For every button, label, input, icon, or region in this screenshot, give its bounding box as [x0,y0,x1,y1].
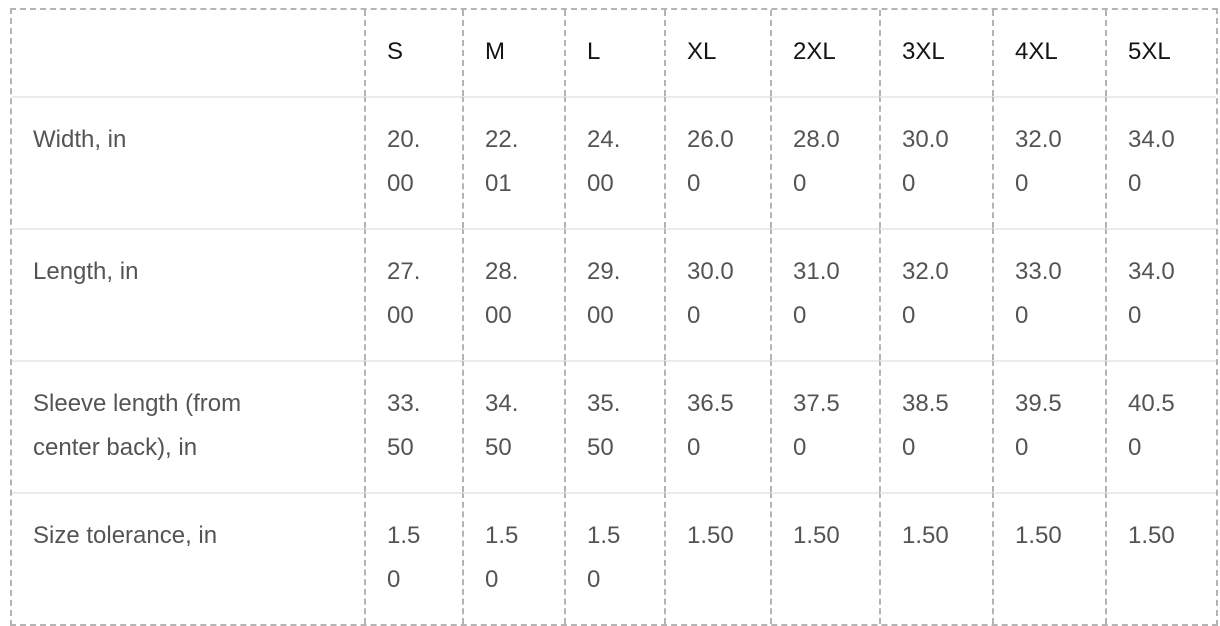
table-row-width: Width, in 20.00 22.01 24.00 26.00 28.00 … [12,96,1216,228]
size-value-cell: 1.50 [564,492,664,624]
size-value: 32.00 [902,258,949,329]
column-header-label: S [387,38,404,65]
column-header-label: 4XL [1015,38,1058,65]
size-value: 1.50 [587,522,621,593]
size-value: 1.50 [1128,522,1175,549]
size-value: 28.00 [793,126,840,197]
size-value: 30.00 [902,126,949,197]
size-value: 20.00 [387,126,421,197]
size-value: 39.50 [1015,390,1062,461]
row-label-cell: Sleeve length (from center back), in [12,360,364,492]
size-value-cell: 20.00 [364,96,462,228]
column-header-xl: XL [664,10,770,96]
size-value-cell: 40.50 [1105,360,1216,492]
size-value-cell: 1.50 [879,492,992,624]
size-value: 36.50 [687,390,734,461]
size-value-cell: 35.50 [564,360,664,492]
size-value-cell: 34.00 [1105,96,1216,228]
size-value: 1.50 [902,522,949,549]
column-header-label: M [485,38,505,65]
column-header-label: XL [687,38,717,65]
column-header-4xl: 4XL [992,10,1105,96]
size-value: 22.01 [485,126,519,197]
size-value-cell: 32.00 [879,228,992,360]
size-value: 30.00 [687,258,734,329]
column-header-label: 5XL [1128,38,1171,65]
column-header-label: 2XL [793,38,836,65]
table-row-sleeve-length: Sleeve length (from center back), in 33.… [12,360,1216,492]
size-value: 34.00 [1128,126,1175,197]
column-header-5xl: 5XL [1105,10,1216,96]
size-value: 1.50 [1015,522,1062,549]
size-value-cell: 31.00 [770,228,879,360]
size-value: 32.00 [1015,126,1062,197]
size-value-cell: 32.00 [992,96,1105,228]
size-value-cell: 1.50 [770,492,879,624]
size-value-cell: 26.00 [664,96,770,228]
size-value-cell: 33.00 [992,228,1105,360]
row-label: Width, in [33,126,127,153]
header-row: S M L XL 2XL 3XL 4XL 5XL [12,10,1216,96]
size-value-cell: 34.50 [462,360,564,492]
column-header-m: M [462,10,564,96]
size-value-cell: 34.00 [1105,228,1216,360]
row-label: Length, in [33,258,139,285]
size-value: 34.50 [485,390,519,461]
size-value-cell: 30.00 [664,228,770,360]
column-header-3xl: 3XL [879,10,992,96]
size-value: 38.50 [902,390,949,461]
row-label: Size tolerance, in [33,522,218,549]
size-value: 34.00 [1128,258,1175,329]
size-chart-table: S M L XL 2XL 3XL 4XL 5XL Width, in 20.00… [10,8,1218,626]
size-value-cell: 30.00 [879,96,992,228]
size-value: 24.00 [587,126,621,197]
size-value: 31.00 [793,258,840,329]
size-value: 1.50 [485,522,519,593]
size-value: 26.00 [687,126,734,197]
size-value-cell: 1.50 [364,492,462,624]
size-value-cell: 1.50 [1105,492,1216,624]
corner-cell [12,10,364,96]
size-value: 33.50 [387,390,421,461]
size-value: 33.00 [1015,258,1062,329]
row-label-cell: Width, in [12,96,364,228]
size-value: 28.00 [485,258,519,329]
size-value-cell: 27.00 [364,228,462,360]
size-value-cell: 22.01 [462,96,564,228]
size-value-cell: 1.50 [992,492,1105,624]
size-value: 37.50 [793,390,840,461]
column-header-2xl: 2XL [770,10,879,96]
size-value-cell: 37.50 [770,360,879,492]
size-value: 35.50 [587,390,621,461]
size-value-cell: 36.50 [664,360,770,492]
size-value-cell: 1.50 [462,492,564,624]
size-value-cell: 29.00 [564,228,664,360]
size-value-cell: 38.50 [879,360,992,492]
size-value-cell: 1.50 [664,492,770,624]
size-value-cell: 28.00 [770,96,879,228]
column-header-l: L [564,10,664,96]
column-header-s: S [364,10,462,96]
row-label-cell: Length, in [12,228,364,360]
size-value-cell: 33.50 [364,360,462,492]
size-value-cell: 24.00 [564,96,664,228]
row-label: Sleeve length (from center back), in [33,390,242,461]
column-header-label: L [587,38,601,65]
size-value: 1.50 [793,522,840,549]
table-row-size-tolerance: Size tolerance, in 1.50 1.50 1.50 1.50 1… [12,492,1216,624]
column-header-label: 3XL [902,38,945,65]
size-value: 40.50 [1128,390,1175,461]
size-value-cell: 39.50 [992,360,1105,492]
size-value: 1.50 [687,522,734,549]
size-value: 1.50 [387,522,421,593]
size-value: 27.00 [387,258,421,329]
size-value-cell: 28.00 [462,228,564,360]
table-row-length: Length, in 27.00 28.00 29.00 30.00 31.00… [12,228,1216,360]
row-label-cell: Size tolerance, in [12,492,364,624]
size-value: 29.00 [587,258,621,329]
